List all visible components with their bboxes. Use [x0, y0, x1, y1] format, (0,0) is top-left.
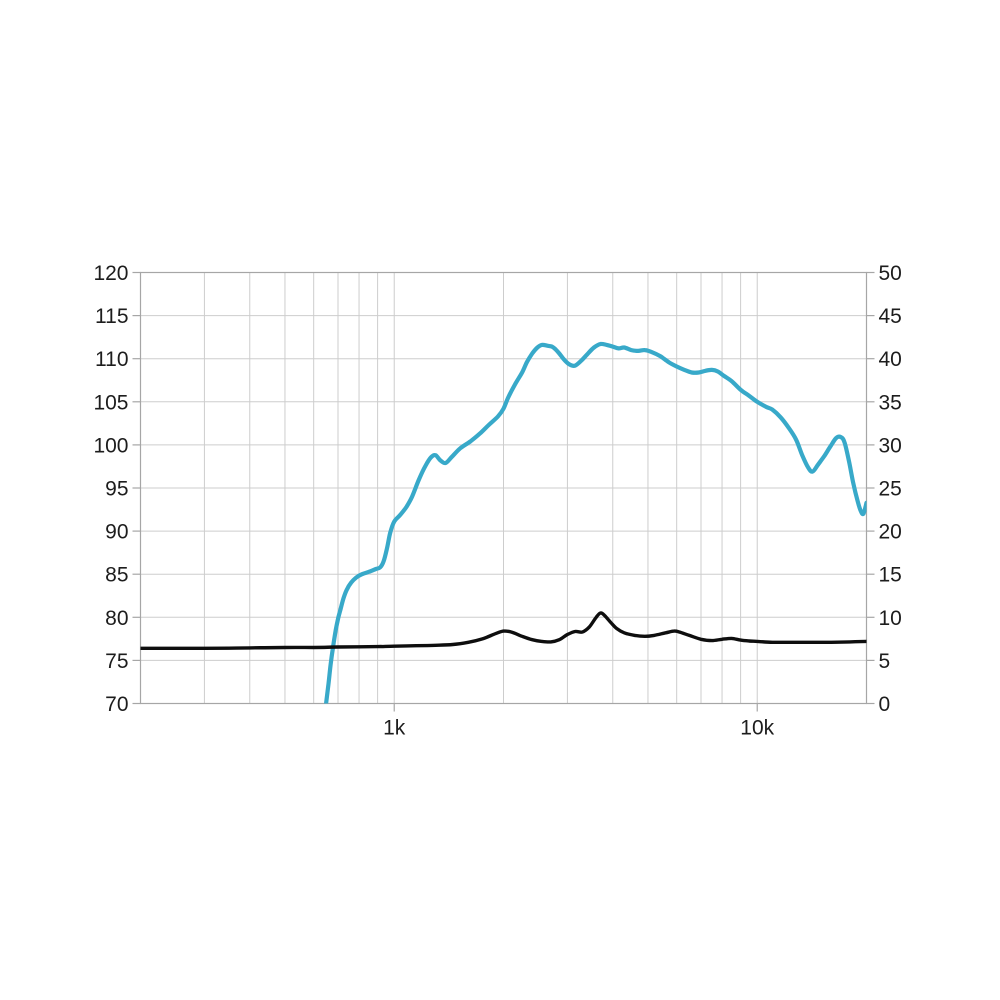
y-axis-left-label: 95	[105, 478, 128, 501]
y-axis-right-label: 25	[879, 478, 902, 501]
y-axis-left-label: 90	[105, 521, 128, 544]
spl-response-curve	[323, 341, 867, 704]
y-axis-left-label: 100	[93, 434, 128, 457]
y-axis-left-label: 70	[105, 693, 128, 716]
y-axis-right-label: 35	[879, 391, 902, 414]
y-axis-left-label: 110	[95, 348, 128, 371]
y-axis-right-label: 20	[879, 521, 902, 544]
y-axis-right-label: 15	[879, 564, 902, 587]
y-axis-right-label: 50	[879, 262, 902, 285]
impedance-curve	[140, 611, 867, 651]
y-axis-right-label: 10	[879, 607, 902, 630]
y-axis-left-label: 80	[105, 607, 128, 630]
y-axis-left-label: 120	[93, 262, 128, 285]
y-axis-right-label: 40	[879, 348, 902, 371]
y-axis-left-label: 85	[105, 564, 128, 587]
y-axis-right-label: 5	[879, 650, 891, 673]
x-axis-label: 10k	[740, 717, 774, 740]
y-axis-left-label: 115	[95, 305, 128, 328]
y-axis-right-label: 0	[879, 693, 891, 716]
y-axis-right-label: 30	[879, 434, 902, 457]
y-axis-left-label: 105	[93, 391, 128, 414]
y-axis-right-label: 45	[879, 305, 902, 328]
x-axis-label: 1k	[383, 717, 406, 740]
y-axis-left-label: 75	[105, 650, 128, 673]
